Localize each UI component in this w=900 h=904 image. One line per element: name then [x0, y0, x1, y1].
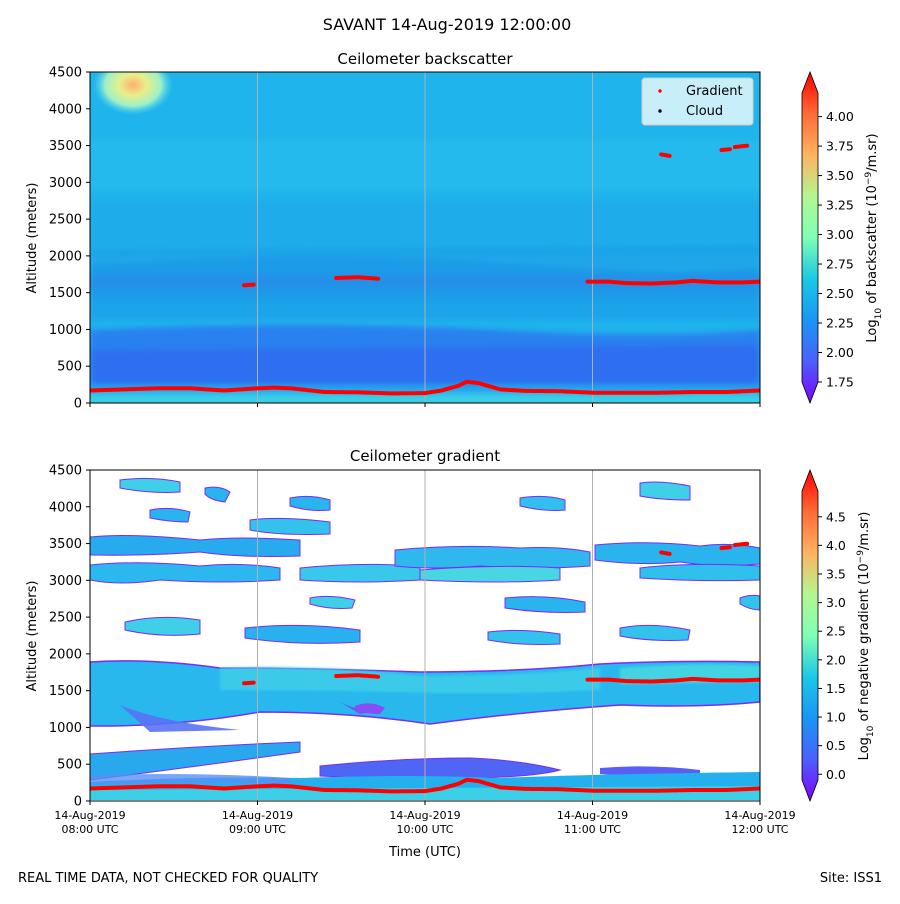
gradient-point-trace	[90, 379, 760, 396]
gradient-colorbar-ticks: 0.0 0.5 1.0 1.5 2.0 2.5 3.0 3.5 4.0 4.5	[818, 509, 846, 782]
gradient-point-trace	[242, 680, 257, 686]
gradient-panel: Ceilometer gradient	[25, 447, 876, 860]
y-tick-label: 1000	[49, 721, 82, 736]
colorbar-tick-label: 2.75	[826, 257, 854, 272]
legend-gradient-label: Gradient	[686, 84, 743, 99]
y-tick-label: 3500	[49, 537, 82, 552]
gradient-time-gridlines	[257, 470, 593, 801]
y-tick-label: 1000	[49, 323, 82, 338]
y-tick-label: 4500	[49, 66, 82, 81]
gradient-point-trace	[719, 147, 732, 152]
backscatter-colorbar: 1.75 2.00 2.25 2.50 2.75 3.00 3.25 3.50 3.75 4.00…	[801, 70, 884, 405]
colorbar-tick-label: 2.00	[826, 345, 854, 360]
backscatter-time-gridlines	[257, 72, 593, 403]
backscatter-colorbar-label: Log10 of backscatter (10−9/m.sr)	[864, 133, 884, 342]
colorbar-tick-label: 3.00	[826, 227, 854, 242]
colorbar-tick-label: 4.00	[826, 109, 854, 124]
colorbar-tick-label: 3.5	[826, 566, 846, 581]
y-tick-label: 3000	[49, 176, 82, 191]
colorbar-tick-label: 3.25	[826, 198, 854, 213]
legend-gradient-marker	[658, 89, 662, 93]
backscatter-y-ticks: 0 500 1000 1500 2000 2500 3000 3500 4000 4500	[49, 66, 90, 412]
gradient-point-trace	[659, 152, 672, 158]
gradient-y-ticks: 0 500 1000 1500 2000 2500 3000 3500 4000 4500	[49, 464, 90, 810]
legend-cloud-label: Cloud	[686, 104, 723, 119]
y-tick-label: 4000	[49, 500, 82, 515]
y-tick-label: 2500	[49, 611, 82, 626]
y-tick-label: 4500	[49, 464, 82, 479]
gradient-x-axis-label: Time (UTC)	[388, 845, 461, 860]
figure-title: SAVANT 14-Aug-2019 12:00:00	[323, 15, 572, 34]
y-tick-label: 500	[57, 360, 82, 375]
colorbar-tick-label: 2.5	[826, 624, 846, 639]
x-tick-label: 14-Aug-2019 12:00 UTC	[724, 809, 795, 836]
legend-cloud-marker	[658, 109, 662, 113]
gradient-point-trace	[585, 278, 760, 286]
x-tick-label: 14-Aug-2019 09:00 UTC	[222, 809, 293, 836]
colorbar-tick-label: 4.0	[826, 538, 846, 553]
gradient-point-trace	[90, 777, 760, 794]
gradient-point-trace	[732, 143, 751, 149]
colorbar-tick-label: 1.75	[826, 375, 854, 390]
colorbar-tick-label: 2.0	[826, 652, 846, 667]
gradient-point-trace	[334, 673, 381, 679]
backscatter-panel: Ceilometer backscatter 0 500 1000 1500 2000 2…	[25, 50, 884, 412]
y-tick-label: 2000	[49, 647, 82, 662]
site-label: Site: ISS1	[820, 871, 882, 886]
colorbar-tick-label: 1.0	[826, 710, 846, 725]
gradient-colorbar-label: Log10 of negative gradient (10−9/m.sr)	[856, 512, 876, 761]
gradient-point-trace	[585, 676, 760, 684]
y-tick-label: 1500	[49, 286, 82, 301]
backscatter-gradient-points	[90, 143, 760, 396]
colorbar-tick-label: 0.0	[826, 767, 846, 782]
colorbar-tick-label: 4.5	[826, 509, 846, 524]
y-tick-label: 500	[57, 758, 82, 773]
gradient-x-ticks: 14-Aug-2019 08:00 UTC 14-Aug-2019 09:00 UTC…	[54, 801, 796, 836]
gradient-gradient-points	[90, 541, 760, 794]
y-tick-label: 4000	[49, 102, 82, 117]
x-tick-label: 14-Aug-2019 10:00 UTC	[389, 809, 460, 836]
legend-frame	[641, 77, 754, 126]
colorbar-tick-label: 3.50	[826, 168, 854, 183]
gradient-y-axis-label: Altitude (meters)	[25, 581, 40, 692]
backscatter-colorbar-ticks: 1.75 2.00 2.25 2.50 2.75 3.00 3.25 3.50 3.75 4.00	[818, 109, 854, 390]
colorbar-tick-label: 2.25	[826, 316, 854, 331]
x-tick-label: 14-Aug-2019 11:00 UTC	[557, 809, 628, 836]
colorbar-tick-label: 2.50	[826, 286, 854, 301]
gradient-point-trace	[242, 282, 257, 288]
y-tick-label: 1500	[49, 684, 82, 699]
gradient-point-trace	[334, 275, 381, 281]
backscatter-title: Ceilometer backscatter	[337, 50, 513, 68]
y-tick-label: 2000	[49, 249, 82, 264]
quality-disclaimer: REAL TIME DATA, NOT CHECKED FOR QUALITY	[18, 871, 318, 886]
backscatter-y-axis-label: Altitude (meters)	[25, 183, 40, 294]
gradient-title: Ceilometer gradient	[350, 447, 500, 465]
y-tick-label: 3500	[49, 139, 82, 154]
colorbar-tick-label: 1.5	[826, 681, 846, 696]
legend: Gradient Cloud	[641, 77, 754, 126]
gradient-colorbar: 0.0 0.5 1.0 1.5 2.0 2.5 3.0 3.5 4.0 4.5 Log10 of …	[801, 468, 876, 803]
backscatter-x-ticks	[89, 403, 761, 407]
gradient-point-trace	[732, 541, 751, 547]
backscatter-colorbar-bar	[801, 70, 819, 405]
colorbar-tick-label: 3.0	[826, 595, 846, 610]
y-tick-label: 0	[74, 397, 82, 412]
gradient-colorbar-bar	[801, 468, 819, 803]
y-tick-label: 0	[74, 795, 82, 810]
colorbar-tick-label: 0.5	[826, 738, 846, 753]
y-tick-label: 3000	[49, 574, 82, 589]
gradient-point-trace	[659, 550, 672, 556]
upper-high-backscatter-patch	[93, 72, 173, 115]
colorbar-tick-label: 3.75	[826, 139, 854, 154]
y-tick-label: 2500	[49, 213, 82, 228]
gradient-point-trace	[719, 545, 732, 550]
x-tick-label: 14-Aug-2019 08:00 UTC	[54, 809, 125, 836]
